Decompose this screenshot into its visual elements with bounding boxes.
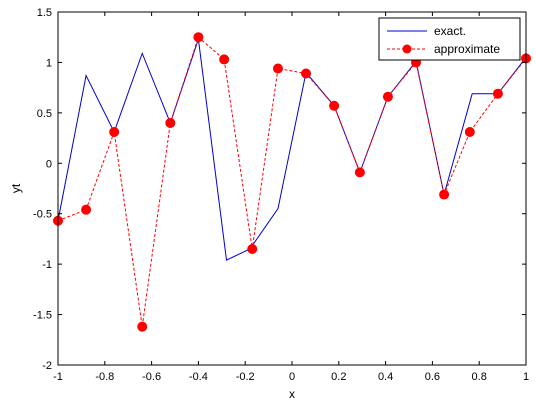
y-tick-label: 0.5 <box>37 108 52 120</box>
series-line-approximate <box>57 36 527 327</box>
x-tick-label: 1 <box>523 371 529 383</box>
data-point-approximate <box>247 244 258 255</box>
data-point-approximate <box>382 91 393 102</box>
data-point-approximate <box>272 63 283 74</box>
legend: exact. approximate <box>378 17 521 61</box>
x-tick-label: 0.8 <box>472 371 487 383</box>
x-tick-label: 0 <box>289 371 295 383</box>
data-point-approximate <box>329 100 340 111</box>
x-tick-label: -0.2 <box>236 371 255 383</box>
y-ticks: -2 -1.5 -1 -0.5 0 0.5 1 1.5 <box>33 7 526 372</box>
legend-marker-approximate <box>402 44 412 54</box>
x-tick-label: 0.2 <box>331 371 346 383</box>
y-tick-label: -0.5 <box>33 209 52 221</box>
x-tick-label: -1 <box>53 371 63 383</box>
y-axis-label: yt <box>9 183 23 193</box>
x-tick-label: -0.6 <box>142 371 161 383</box>
x-axis-label: x <box>289 387 295 401</box>
data-point-approximate <box>301 68 312 79</box>
x-tick-label: -0.8 <box>95 371 114 383</box>
y-tick-label: -1.5 <box>33 310 52 322</box>
axes-frame <box>57 11 527 366</box>
x-tick-label: -0.4 <box>189 371 208 383</box>
series-layer <box>53 32 531 332</box>
y-tick-label: 1.5 <box>37 7 52 19</box>
data-point-approximate <box>193 32 204 43</box>
x-tick-label: 0.4 <box>378 371 393 383</box>
y-tick-label: 0 <box>46 158 52 170</box>
data-point-approximate <box>109 127 120 138</box>
data-point-approximate <box>165 117 176 128</box>
data-point-approximate <box>464 127 475 138</box>
x-ticks: -1 -0.8 -0.6 -0.4 -0.2 0 0.2 0.4 0.6 0.8 1 <box>53 12 529 383</box>
data-point-approximate <box>137 321 148 332</box>
data-point-approximate <box>439 189 450 200</box>
legend-label-exact: exact. <box>434 24 466 38</box>
legend-label-approximate: approximate <box>434 42 500 56</box>
legend-box <box>378 17 521 61</box>
data-point-approximate <box>354 167 365 178</box>
series-line-exact <box>57 39 527 261</box>
x-tick-label: 0.6 <box>425 371 440 383</box>
data-point-approximate <box>219 54 230 65</box>
data-point-approximate <box>81 204 92 215</box>
y-tick-label: -1 <box>42 259 52 271</box>
y-tick-label: -2 <box>42 360 52 372</box>
data-point-approximate <box>492 88 503 99</box>
y-tick-label: 1 <box>46 57 52 69</box>
